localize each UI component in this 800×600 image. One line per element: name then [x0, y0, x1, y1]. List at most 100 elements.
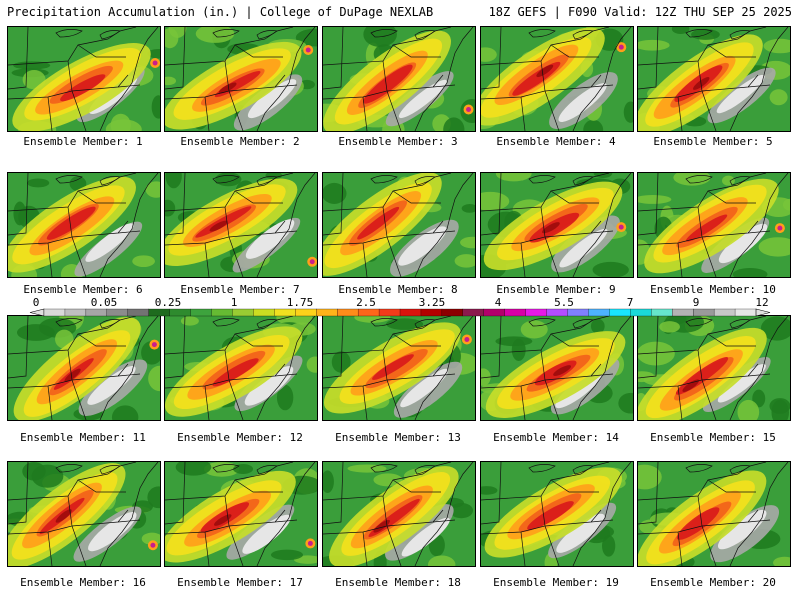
precip-map — [638, 316, 790, 420]
precip-map — [8, 462, 160, 566]
colorbar-swatch — [483, 308, 506, 317]
colorbar-swatch — [337, 308, 359, 317]
precip-map — [165, 27, 317, 131]
colorbar-swatch — [253, 308, 275, 317]
precip-map — [323, 316, 475, 420]
colorbar-swatch — [85, 308, 108, 317]
run-info: 18Z GEFS | F090 Valid: 12Z THU SEP 25 20… — [488, 5, 792, 19]
ensemble-member-label: Ensemble Member: 5 — [653, 135, 773, 148]
colorbar-tick-label: 5.5 — [554, 296, 574, 309]
ensemble-member-panel — [7, 26, 161, 132]
precip-map — [323, 462, 475, 566]
ensemble-member-label: Ensemble Member: 3 — [338, 135, 458, 148]
precip-map — [8, 316, 160, 420]
colorbar-tick-label: 1 — [231, 296, 238, 309]
colorbar-tick-label: 2.5 — [356, 296, 376, 309]
colorbar-swatch — [148, 308, 170, 317]
colorbar-swatch — [525, 308, 547, 317]
colorbar-tick-label: 0.25 — [155, 296, 182, 309]
colorbar-tick-label: 9 — [693, 296, 700, 309]
colorbar-swatch — [672, 308, 694, 317]
ensemble-member-panel — [164, 26, 318, 132]
colorbar-swatch — [357, 308, 380, 317]
colorbar-tick-label: 4 — [495, 296, 502, 309]
precip-map — [481, 27, 633, 131]
ensemble-member-panel — [7, 461, 161, 567]
colorbar-swatch — [106, 308, 129, 317]
ensemble-member-label: Ensemble Member: 8 — [338, 283, 458, 296]
ensemble-member-label: Ensemble Member: 16 — [20, 576, 146, 589]
precip-colorbar: 0 0.05 0.25 1 1.75 2.5 3.25 4 5.5 7 9 12 — [29, 296, 771, 317]
precip-map — [165, 462, 317, 566]
colorbar-swatch — [420, 308, 443, 317]
colorbar-swatch — [274, 308, 296, 317]
colorbar-tick-label: 12 — [755, 296, 768, 309]
colorbar-swatch — [211, 308, 233, 317]
colorbar-swatch — [504, 308, 526, 317]
ensemble-member-label: Ensemble Member: 4 — [496, 135, 616, 148]
precip-map — [638, 462, 790, 566]
ensemble-member-panel — [322, 172, 476, 278]
precip-map — [8, 27, 160, 131]
ensemble-member-label: Ensemble Member: 20 — [650, 576, 776, 589]
colorbar-tick-label: 0.05 — [91, 296, 118, 309]
ensemble-member-label: Ensemble Member: 12 — [177, 431, 303, 444]
ensemble-member-panel — [164, 172, 318, 278]
colorbar-swatch — [630, 308, 652, 317]
ensemble-member-label: Ensemble Member: 17 — [177, 576, 303, 589]
precip-map — [481, 316, 633, 420]
colorbar-swatch — [734, 308, 757, 317]
colorbar-swatch — [651, 308, 673, 317]
ensemble-member-label: Ensemble Member: 10 — [650, 283, 776, 296]
ensemble-member-panel — [164, 461, 318, 567]
colorbar-tick-label: 3.25 — [419, 296, 446, 309]
ensemble-member-label: Ensemble Member: 19 — [493, 576, 619, 589]
colorbar-swatch — [295, 308, 317, 317]
colorbar-swatch — [43, 308, 66, 317]
precip-map — [638, 27, 790, 131]
ensemble-member-label: Ensemble Member: 18 — [335, 576, 461, 589]
colorbar-swatch — [462, 308, 485, 317]
ensemble-member-panel — [480, 461, 634, 567]
colorbar-swatch — [316, 308, 338, 317]
colorbar-swatch — [127, 308, 150, 317]
ensemble-member-panel — [322, 26, 476, 132]
ensemble-member-label: Ensemble Member: 2 — [180, 135, 300, 148]
ensemble-member-panel — [322, 315, 476, 421]
precip-map — [323, 27, 475, 131]
ensemble-member-panel — [480, 172, 634, 278]
colorbar-swatch — [546, 308, 568, 317]
ensemble-member-label: Ensemble Member: 9 — [496, 283, 616, 296]
map-title: Precipitation Accumulation (in.) | Colle… — [7, 5, 434, 19]
colorbar-swatch — [713, 308, 736, 317]
ensemble-member-label: Ensemble Member: 11 — [20, 431, 146, 444]
colorbar-swatch — [693, 308, 715, 317]
colorbar-swatch — [378, 308, 401, 317]
ensemble-member-label: Ensemble Member: 13 — [335, 431, 461, 444]
colorbar-swatch — [190, 308, 212, 317]
precip-map — [165, 173, 317, 277]
ensemble-member-panel — [164, 315, 318, 421]
colorbar-swatch — [399, 308, 422, 317]
ensemble-member-panel — [637, 461, 791, 567]
ensemble-member-label: Ensemble Member: 15 — [650, 431, 776, 444]
precip-map — [638, 173, 790, 277]
precip-map — [8, 173, 160, 277]
ensemble-member-label: Ensemble Member: 1 — [23, 135, 143, 148]
colorbar-swatch — [441, 308, 464, 317]
precip-map — [323, 173, 475, 277]
ensemble-member-panel — [637, 172, 791, 278]
precip-map — [481, 462, 633, 566]
colorbar-swatch — [609, 308, 631, 317]
ensemble-member-panel — [637, 26, 791, 132]
ensemble-member-panel — [480, 26, 634, 132]
ensemble-member-panel — [7, 172, 161, 278]
ensemble-member-label: Ensemble Member: 7 — [180, 283, 300, 296]
precip-map — [165, 316, 317, 420]
ensemble-member-label: Ensemble Member: 14 — [493, 431, 619, 444]
colorbar-tick-label: 7 — [627, 296, 634, 309]
colorbar-swatch — [588, 308, 610, 317]
colorbar-tick-label: 1.75 — [287, 296, 314, 309]
colorbar-swatch — [567, 308, 589, 317]
precip-map — [481, 173, 633, 277]
